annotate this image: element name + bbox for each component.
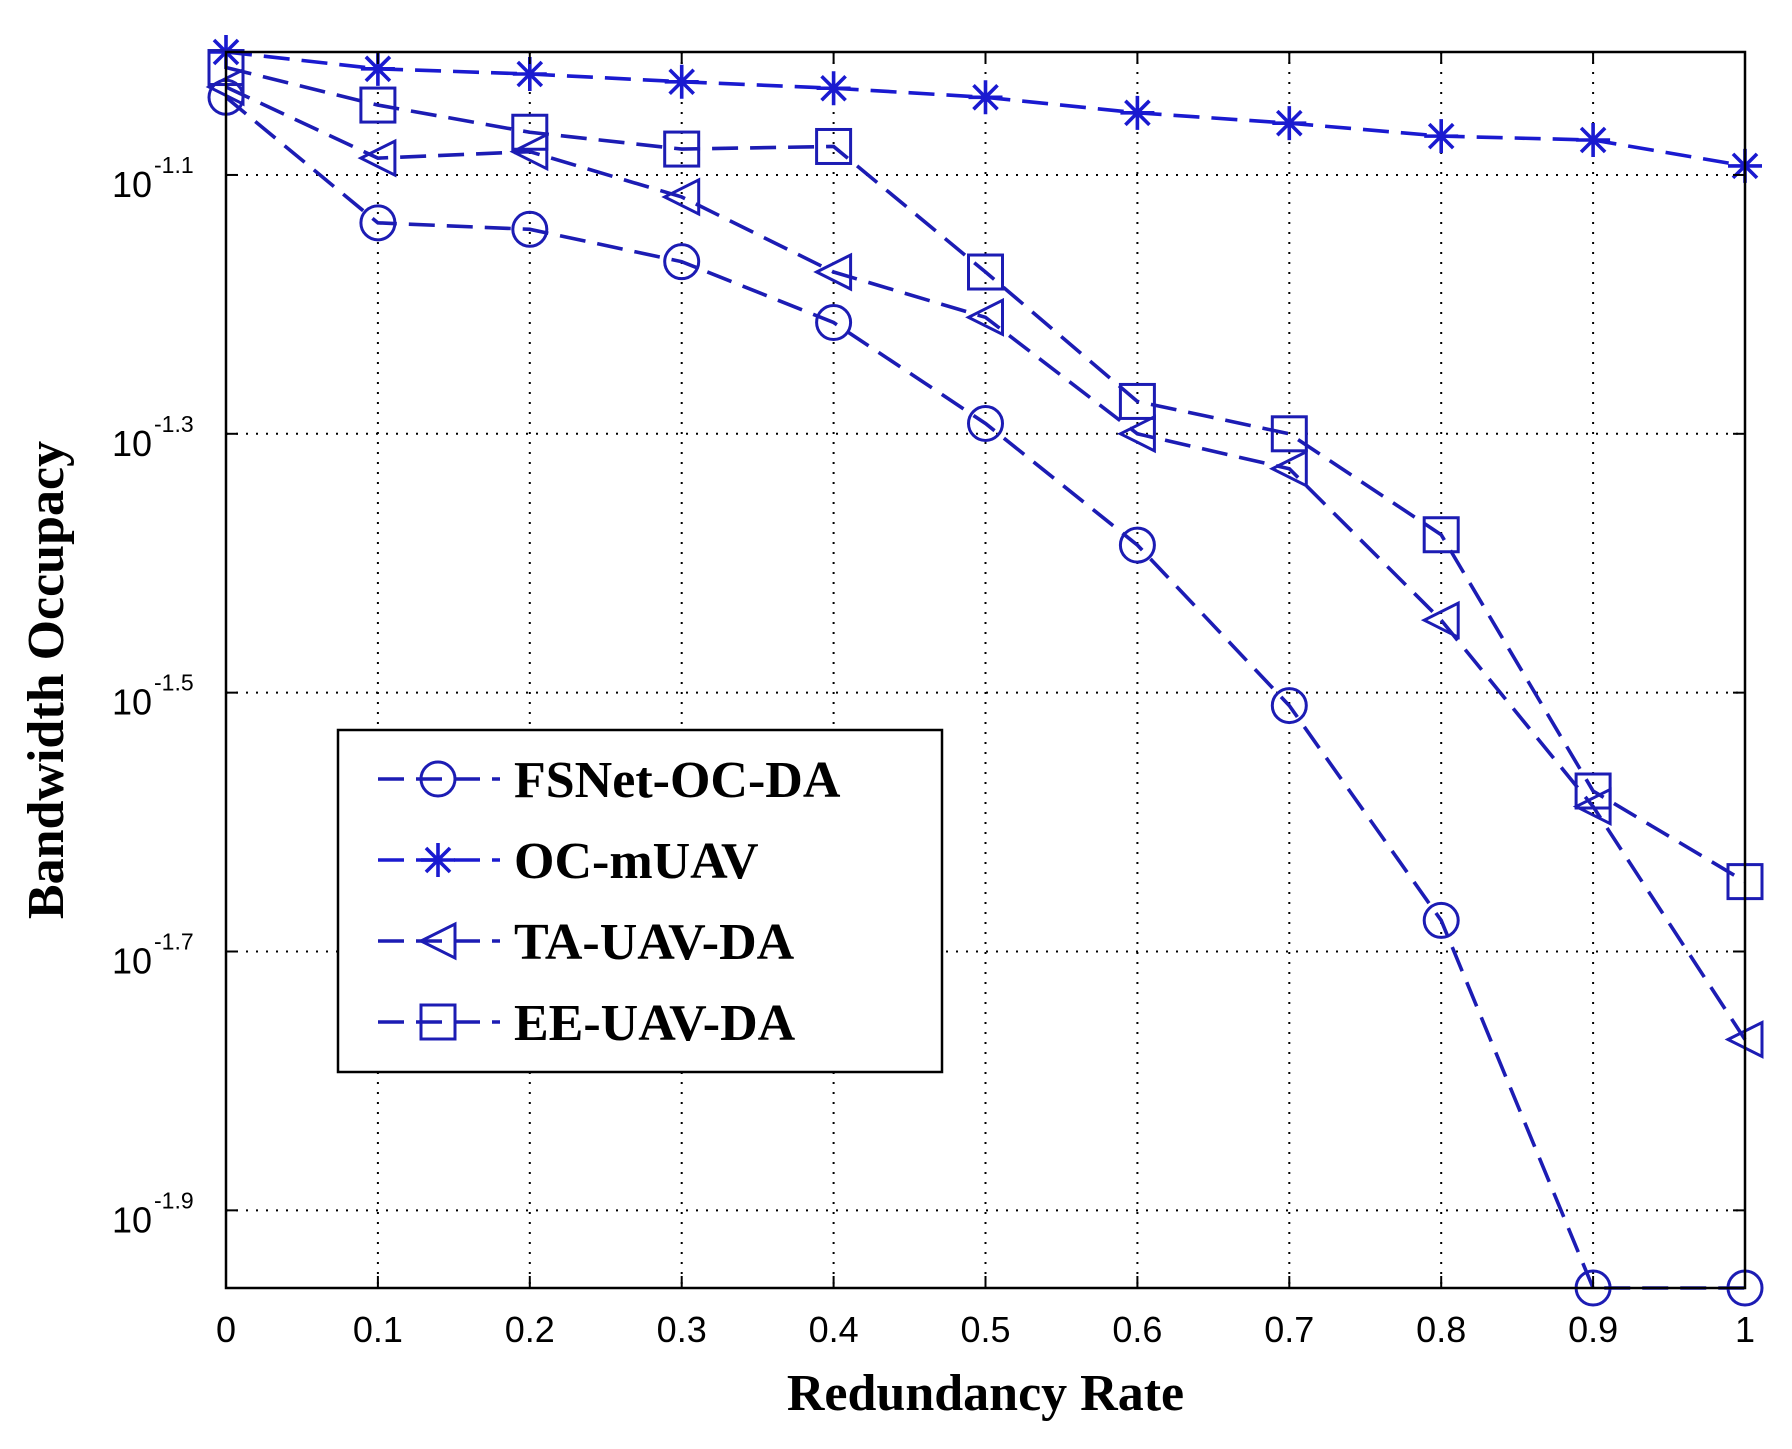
legend-label: TA-UAV-DA <box>514 914 795 971</box>
data-point <box>661 177 701 217</box>
legend-marker <box>421 843 455 877</box>
y-tick-label: 10 -1.1 <box>112 152 194 205</box>
y-tick-exponent: -1.7 <box>154 928 194 954</box>
tick-labels: 0 0.1 0.2 0.3 0.4 0.5 0.6 0.7 0.8 0.9 110 -1.110 -1.… <box>112 52 1755 1350</box>
data-point <box>965 297 1004 337</box>
data-point <box>512 57 547 92</box>
series-line-ee-uav-da <box>225 65 1746 884</box>
legend-item-ee-uav-da: EE-UAV-DA <box>378 995 796 1052</box>
data-point <box>967 404 1004 442</box>
y-tick-label: 10 -1.5 <box>112 670 194 723</box>
x-tick-label: 0.7 <box>1264 1309 1314 1350</box>
y-axis-title: Bandwidth Occupacy <box>18 441 75 919</box>
data-point <box>357 138 397 178</box>
x-tick-label: 0.9 <box>1568 1309 1618 1350</box>
data-point <box>511 113 549 151</box>
y-tick-exponent: -1.3 <box>154 411 194 437</box>
series-ta-uav-da <box>205 67 1764 1059</box>
data-point <box>1422 516 1460 554</box>
data-point <box>359 204 397 242</box>
y-tick-base: 10 <box>112 164 152 205</box>
data-point <box>1424 119 1459 154</box>
legend-box <box>336 728 944 1074</box>
data-point <box>1120 95 1155 130</box>
data-point <box>509 132 549 172</box>
grid <box>226 52 1745 1288</box>
series-group <box>205 35 1764 1307</box>
y-tick-base: 10 <box>112 940 152 981</box>
x-tick-label: 0.3 <box>657 1309 707 1350</box>
legend-label: EE-UAV-DA <box>514 995 796 1052</box>
data-point <box>1272 106 1307 141</box>
data-point <box>1118 526 1156 564</box>
data-point <box>1117 414 1156 454</box>
legend-item-ta-uav-da: TA-UAV-DA <box>378 914 795 971</box>
data-point <box>360 51 395 86</box>
data-point <box>1118 382 1156 420</box>
x-tick-label: 0.4 <box>809 1309 859 1350</box>
y-tick-base: 10 <box>112 423 152 464</box>
data-point <box>1270 687 1308 725</box>
y-tick-label: 10 -1.3 <box>112 411 194 464</box>
legend-item-fsnet-oc-da: FSNet-OC-DA <box>378 752 841 809</box>
legend-item-oc-muav: OC-mUAV <box>378 833 759 890</box>
data-point <box>511 210 549 248</box>
x-tick-label: 0.8 <box>1416 1309 1466 1350</box>
data-point <box>968 80 1003 115</box>
data-point <box>663 243 701 281</box>
y-tick-exponent: -1.5 <box>154 670 194 696</box>
data-point <box>1576 123 1611 158</box>
series-line-ta-uav-da <box>225 85 1747 1041</box>
data-point <box>1268 449 1308 489</box>
x-axis-title: Redundancy Rate <box>787 1365 1184 1422</box>
data-point <box>663 130 701 168</box>
data-point <box>1270 415 1308 453</box>
series-line-fsnet-oc-da <box>224 95 1745 1290</box>
x-tick-label: 0.2 <box>505 1309 555 1350</box>
data-point <box>815 127 853 165</box>
legend-label: FSNet-OC-DA <box>514 752 841 809</box>
data-point <box>816 71 851 106</box>
x-tick-label: 1 <box>1735 1309 1755 1350</box>
legend: FSNet-OC-DA OC-mUAV TA-UAV-DA EE-UAV-DA <box>336 728 944 1074</box>
data-point <box>1420 600 1460 640</box>
data-point <box>813 252 853 292</box>
x-tick-label: 0.6 <box>1112 1309 1162 1350</box>
x-tick-label: 0 <box>216 1309 236 1350</box>
legend-label: OC-mUAV <box>514 833 759 890</box>
legend-marker <box>419 1003 457 1041</box>
y-tick-label: 10 -1.9 <box>112 1187 194 1240</box>
y-tick-base: 10 <box>112 1199 152 1240</box>
y-tick-exponent: -1.9 <box>154 1187 194 1213</box>
x-tick-label: 0.5 <box>960 1309 1010 1350</box>
data-point <box>967 253 1004 291</box>
y-tick-base: 10 <box>112 682 152 723</box>
x-tick-label: 0.1 <box>353 1309 403 1350</box>
legend-marker <box>419 760 457 798</box>
y-tick-label: 10 -1.7 <box>112 928 194 981</box>
data-point <box>1574 772 1612 810</box>
series-oc-muav <box>209 35 1762 183</box>
y-tick-exponent: -1.1 <box>154 152 194 178</box>
data-point <box>664 64 699 99</box>
data-point <box>815 303 853 341</box>
data-point <box>1422 901 1460 939</box>
legend-marker <box>417 921 457 961</box>
data-point <box>359 86 397 124</box>
